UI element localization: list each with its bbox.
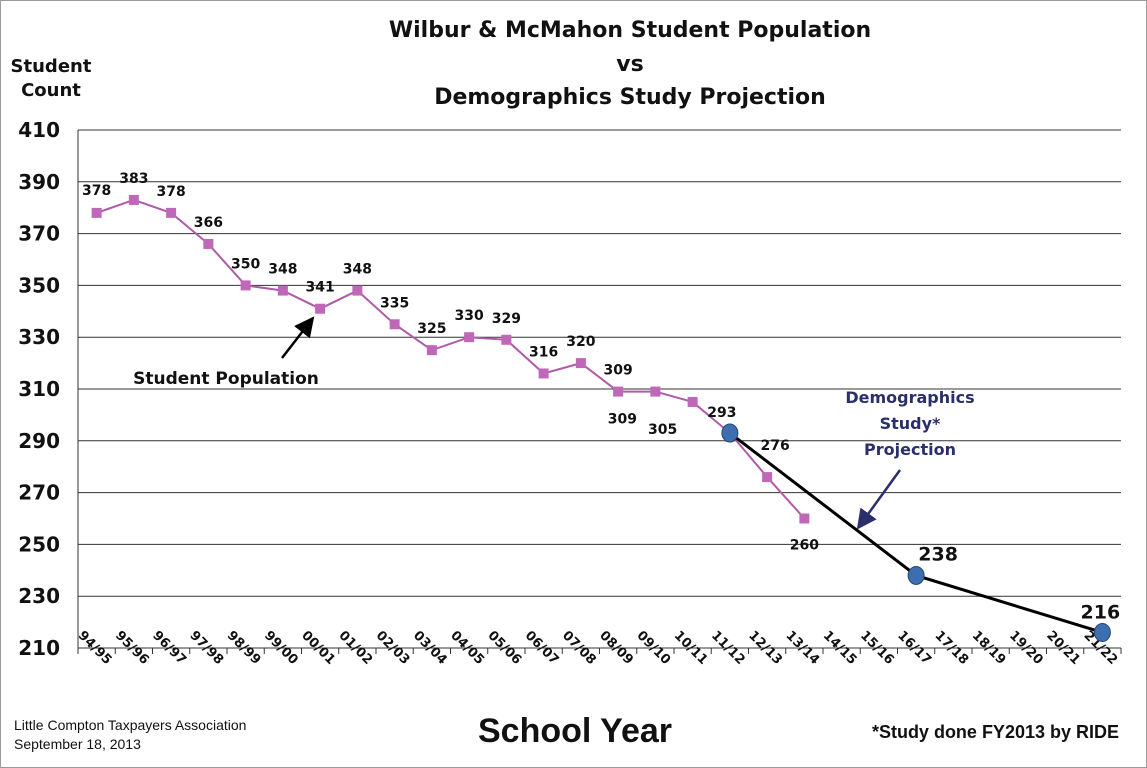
- y-tick-label-330: 330: [18, 325, 60, 349]
- projection-annotation-line-3: Projection: [864, 440, 956, 459]
- data-label-02-03: 335: [380, 295, 409, 311]
- y-axis-title-line-2: Count: [21, 80, 81, 101]
- projection-label-16-17: 238: [918, 543, 958, 565]
- data-label-03-04: 325: [417, 321, 446, 337]
- student-population-point-95-96: [128, 194, 139, 205]
- projection-point-21-22: [1093, 622, 1111, 642]
- y-tick-label-390: 390: [18, 170, 60, 194]
- projection-annotation-line-2: Study*: [880, 414, 941, 433]
- student-population-point-03-04: [426, 345, 437, 356]
- student-population-point-01-02: [352, 285, 363, 296]
- student-population-point-07-08: [575, 358, 586, 369]
- student-population-point-13-14: [799, 513, 810, 524]
- data-label-97-98: 366: [194, 215, 223, 231]
- source-line-2: September 18, 2013: [14, 736, 141, 752]
- y-tick-label-350: 350: [18, 273, 60, 297]
- student-population-point-94-95: [91, 207, 102, 218]
- y-tick-label-410: 410: [18, 118, 60, 142]
- student-population-point-09-10: [650, 386, 661, 397]
- y-tick-label-250: 250: [18, 532, 60, 556]
- data-label-11-12: 293: [707, 405, 736, 421]
- data-label-99-00: 348: [268, 262, 297, 278]
- projection-arrow: [856, 469, 902, 530]
- student-population-point-10-11: [687, 396, 698, 407]
- x-axis-title: School Year: [477, 712, 673, 750]
- projection-annotation-line-1: Demographics: [845, 388, 974, 407]
- data-label-06-07: 316: [529, 344, 558, 360]
- data-label-98-99: 350: [231, 256, 260, 272]
- y-tick-label-230: 230: [18, 584, 60, 608]
- y-tick-label-290: 290: [18, 429, 60, 453]
- data-label-08-09: 309: [604, 363, 633, 379]
- projection-point-16-17: [907, 565, 925, 585]
- projection-point-11-12: [721, 423, 739, 443]
- student-population-point-00-01: [315, 303, 326, 314]
- y-tick-label-370: 370: [18, 222, 60, 246]
- chart-title-line-2: vs: [616, 52, 644, 77]
- student-population-point-04-05: [464, 332, 475, 343]
- data-label-12-13: 276: [761, 438, 790, 454]
- data-label-00-01: 341: [306, 280, 335, 296]
- student-population-point-06-07: [538, 368, 549, 379]
- data-label-09-10: 309: [608, 412, 637, 428]
- student-population-annotation: Student Population: [133, 369, 319, 389]
- y-tick-label-270: 270: [18, 481, 60, 505]
- source-line-1: Little Compton Taxpayers Association: [14, 717, 247, 733]
- y-tick-label-210: 210: [18, 636, 60, 660]
- data-label-95-96: 383: [119, 171, 148, 187]
- student-population-arrow: [281, 316, 315, 359]
- projection-label-21-22: 216: [1081, 601, 1121, 623]
- chart-title-line-3: Demographics Study Projection: [434, 85, 826, 110]
- projection-line: [728, 431, 1103, 634]
- data-label-04-05: 330: [455, 308, 484, 324]
- chart-title-line-1: Wilbur & McMahon Student Population: [388, 18, 872, 43]
- student-population-point-98-99: [240, 280, 251, 291]
- data-label-13-14: 260: [790, 538, 819, 554]
- data-label-07-08: 320: [566, 334, 595, 350]
- student-population-point-02-03: [389, 319, 400, 330]
- data-label-01-02: 348: [343, 262, 372, 278]
- student-population-point-99-00: [277, 285, 288, 296]
- y-axis-title-line-1: Student: [10, 56, 92, 77]
- student-population-point-96-97: [166, 207, 177, 218]
- data-label-94-95: 378: [82, 183, 111, 199]
- student-population-point-05-06: [501, 334, 512, 345]
- student-population-point-97-98: [203, 238, 214, 249]
- footnote: *Study done FY2013 by RIDE: [871, 722, 1119, 742]
- student-population-point-12-13: [762, 472, 773, 483]
- student-population-point-08-09: [613, 386, 624, 397]
- y-tick-label-310: 310: [18, 377, 60, 401]
- data-label-96-97: 378: [157, 184, 186, 200]
- student-population-line: [96, 198, 806, 520]
- data-label-10-11: 305: [648, 422, 677, 438]
- data-label-05-06: 329: [492, 311, 521, 327]
